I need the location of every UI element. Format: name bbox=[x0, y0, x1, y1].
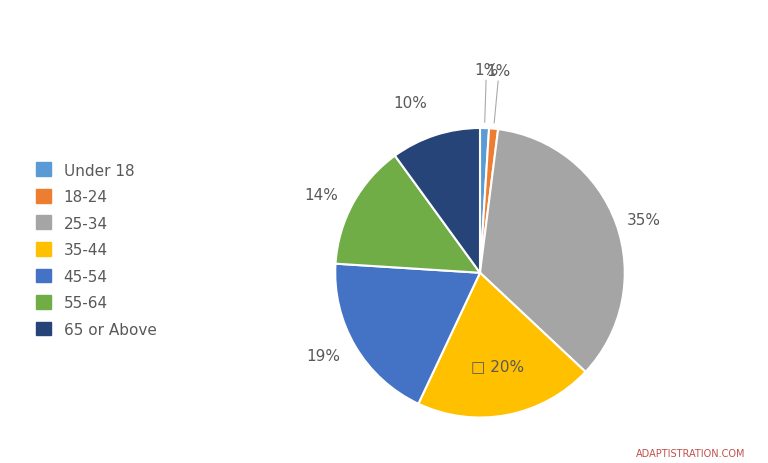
Wedge shape bbox=[336, 156, 480, 273]
Text: 35%: 35% bbox=[627, 213, 661, 228]
Wedge shape bbox=[395, 129, 480, 273]
Wedge shape bbox=[336, 264, 480, 404]
Wedge shape bbox=[419, 273, 585, 418]
Text: □ 20%: □ 20% bbox=[471, 358, 525, 373]
Text: 14%: 14% bbox=[304, 188, 338, 203]
Text: 1%: 1% bbox=[486, 64, 511, 79]
Text: AGE GROUPS: AGE GROUPS bbox=[210, 22, 558, 66]
Legend: Under 18, 18-24, 25-34, 35-44, 45-54, 55-64, 65 or Above: Under 18, 18-24, 25-34, 35-44, 45-54, 55… bbox=[36, 163, 157, 337]
Text: 19%: 19% bbox=[306, 348, 340, 363]
Wedge shape bbox=[480, 129, 489, 273]
Text: 10%: 10% bbox=[393, 96, 427, 111]
Text: ADAPTISTRATION.COM: ADAPTISTRATION.COM bbox=[635, 448, 745, 458]
Wedge shape bbox=[480, 130, 624, 372]
Wedge shape bbox=[480, 129, 498, 273]
Text: 1%: 1% bbox=[474, 63, 498, 78]
